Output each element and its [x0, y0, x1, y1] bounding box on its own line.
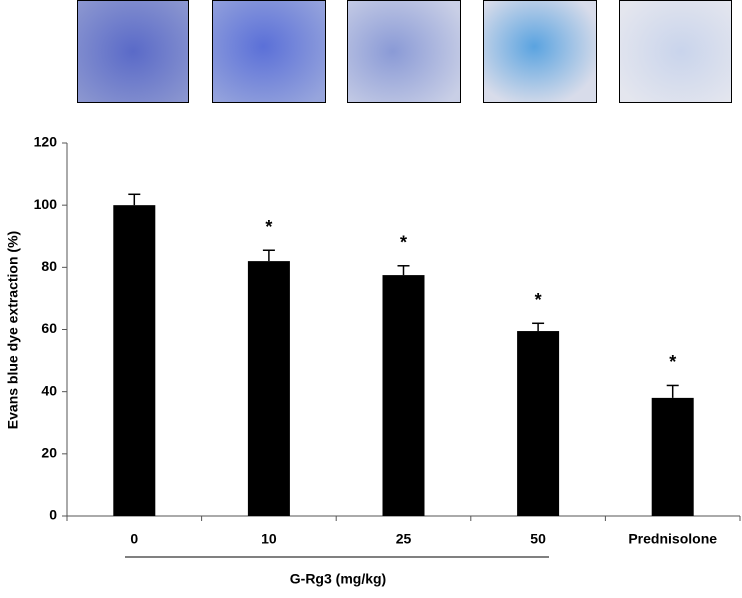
bar — [651, 397, 694, 516]
y-axis-label: Evans blue dye extraction (%) — [5, 231, 21, 429]
y-tick-label: 80 — [41, 258, 57, 274]
y-tick-label: 40 — [41, 382, 57, 398]
significance-mark: * — [669, 352, 676, 372]
x-tick-label: 0 — [130, 531, 138, 547]
x-tick-label: 10 — [261, 531, 277, 547]
thumbnails — [77, 0, 732, 103]
thumbnail — [483, 0, 597, 103]
bar — [382, 275, 425, 516]
y-tick-label: 60 — [41, 320, 57, 336]
y-tick-label: 100 — [34, 196, 58, 212]
x-tick-label: 50 — [530, 531, 546, 547]
bar — [247, 261, 290, 516]
y-tick-label: 0 — [49, 507, 57, 523]
y-tick-label: 120 — [34, 134, 58, 150]
significance-mark: * — [265, 217, 272, 237]
bar — [113, 205, 156, 516]
bar — [517, 331, 560, 516]
y-tick-label: 20 — [41, 445, 57, 461]
x-axis-label: G-Rg3 (mg/kg) — [290, 571, 386, 587]
thumbnail — [347, 0, 461, 103]
x-tick-label: 25 — [396, 531, 412, 547]
thumbnail — [619, 0, 732, 103]
significance-mark: * — [400, 233, 407, 253]
thumbnail — [212, 0, 326, 103]
thumbnail — [77, 0, 189, 103]
significance-mark: * — [535, 290, 542, 310]
x-tick-label: Prednisolone — [628, 531, 717, 547]
